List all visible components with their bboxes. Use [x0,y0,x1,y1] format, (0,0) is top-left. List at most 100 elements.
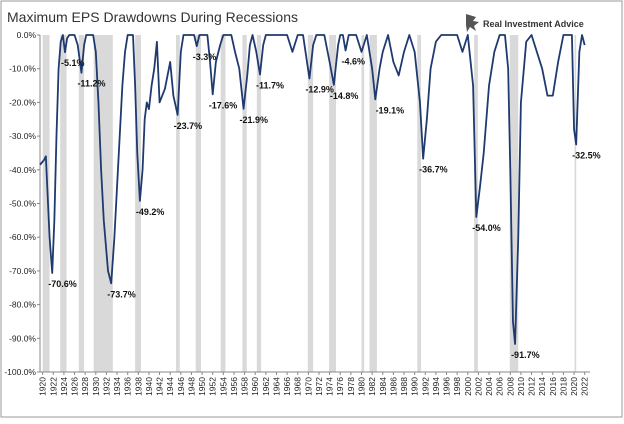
x-tick-label: 2000 [463,377,473,396]
y-tick-label: -30.0% [9,131,36,141]
annotation: -4.6% [342,57,366,67]
x-tick-label: 2008 [505,377,515,396]
y-tick-label: -80.0% [9,300,36,310]
y-tick-label: -100.0% [4,367,36,377]
x-tick-label: 1952 [208,377,218,396]
x-tick-label: 1978 [346,377,356,396]
annotation: -5.1% [61,58,85,68]
line-series [39,34,586,345]
x-tick-label: 2020 [569,377,579,396]
y-tick-label: 0.0% [17,30,37,40]
x-tick-label: 1998 [452,377,462,396]
x-tick-label: 1926 [70,377,80,396]
annotation: -49.2% [136,207,165,217]
chart-title: Maximum EPS Drawdowns During Recessions [7,9,298,25]
x-tick-label: 1938 [133,377,143,396]
x-tick-label: 1982 [367,377,377,396]
x-tick-label: 1984 [378,377,388,396]
x-tick-label: 1990 [410,377,420,396]
x-tick-label: 1966 [282,377,292,396]
logo: Real Investment Advice [466,14,584,32]
x-tick-label: 2006 [495,377,505,396]
logo-icon [466,14,479,32]
annotation: -73.7% [107,289,136,299]
annotation: -11.7% [256,80,284,90]
x-tick-label: 1976 [335,377,345,396]
annotation: -54.0% [472,223,501,233]
x-tick-label: 2004 [484,377,494,396]
annotation: -70.6% [48,279,77,289]
x-tick-label: 1934 [112,377,122,396]
recession-band [242,35,247,372]
x-tick-label: 2022 [580,377,590,396]
annotation: -23.7% [174,121,203,131]
recession-band [417,35,422,372]
x-tick-label: 1962 [261,377,271,396]
y-tick-label: -70.0% [9,266,36,276]
x-tick-label: 1958 [240,377,250,396]
x-tick-label: 2016 [548,377,558,396]
y-tick-label: -40.0% [9,165,36,175]
y-tick-label: -50.0% [9,199,36,209]
x-tick-label: 1956 [229,377,239,396]
x-tick-label: 1946 [176,377,186,396]
recession-band [509,35,519,372]
x-tick-label: 2018 [558,377,568,396]
x-tick-label: 2010 [516,377,526,396]
recession-band [135,35,141,372]
y-tick-label: -10.0% [9,64,36,74]
recession-band [60,35,67,372]
annotation: -3.3% [193,52,217,62]
x-tick-label: 1970 [303,377,313,396]
x-tick-label: 1950 [197,377,207,396]
x-tick-label: 1992 [420,377,430,396]
x-tick-label: 2002 [473,377,483,396]
x-tick-label: 1960 [250,377,260,396]
annotation: -91.7% [511,350,540,360]
x-tick-label: 1974 [325,377,335,396]
logo-text: Real Investment Advice [483,19,584,29]
recession-band [361,35,365,372]
recession-band [220,35,226,372]
x-tick-label: 1994 [431,377,441,396]
annotation: -14.8% [330,91,359,101]
recession-band [176,35,180,372]
annotation: -19.1% [376,105,405,115]
x-tick-label: 1920 [38,377,48,396]
annotation: -21.9% [240,115,269,125]
x-tick-label: 1980 [356,377,366,396]
x-tick-label: 1936 [123,377,133,396]
x-tick-label: 1972 [314,377,324,396]
x-tick-label: 1924 [59,377,69,396]
x-tick-label: 2012 [527,377,537,396]
x-tick-label: 1940 [144,377,154,396]
x-tick-label: 1988 [399,377,409,396]
recession-band [369,35,377,372]
recession-band [256,35,262,372]
x-tick-label: 1928 [80,377,90,396]
x-tick-label: 2014 [537,377,547,396]
x-tick-label: 1986 [388,377,398,396]
x-tick-label: 1954 [218,377,228,396]
x-tick-label: 1932 [101,377,111,396]
recession-band [307,35,314,372]
x-tick-label: 1964 [271,377,281,396]
plot-area: 0.0% -10.0% -20.0% -30.0% -40.0% -50.0% -60.0%… [4,30,600,396]
recession-band [329,35,336,372]
annotation: -36.7% [419,165,448,175]
annotation: -32.5% [572,151,601,161]
recession-band [195,35,202,372]
y-tick-label: -20.0% [9,97,36,107]
x-tick-label: 1944 [165,377,175,396]
recession-band [78,35,85,372]
recession-band [574,35,577,372]
x-tick-label: 1948 [186,377,196,396]
recession-band [42,35,50,372]
annotation: -11.2% [77,79,105,89]
x-tick-label: 1922 [48,377,58,396]
x-tick-label: 1996 [442,377,452,396]
annotation: -17.6% [209,100,238,110]
y-tick-label: -60.0% [9,232,36,242]
annotation: -12.9% [305,84,334,94]
